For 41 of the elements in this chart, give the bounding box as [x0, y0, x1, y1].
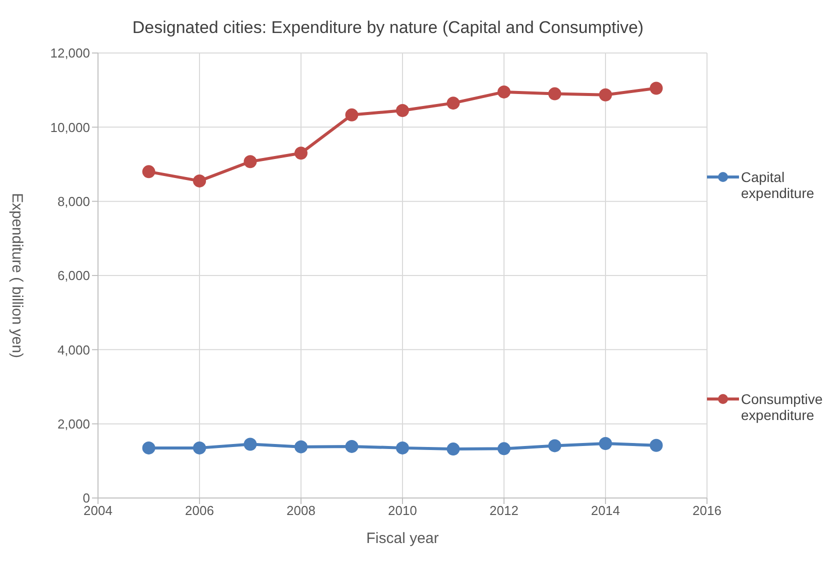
y-tick-label: 6,000: [57, 268, 90, 284]
y-axis-title: Expenditure ( billion yen): [8, 192, 26, 358]
point: [294, 146, 308, 160]
point: [548, 439, 562, 452]
legend-label: Consumptive expenditure: [741, 390, 823, 422]
point: [396, 441, 409, 454]
point: [142, 165, 156, 178]
point: [244, 438, 257, 451]
x-tick-label: 2004: [84, 503, 112, 518]
point: [650, 82, 663, 95]
x-tick-label: 2016: [692, 503, 722, 518]
y-tick-label: 0: [82, 490, 90, 506]
y-tick-label: 12,000: [50, 46, 90, 61]
y-tick-label: 2,000: [57, 416, 90, 432]
point: [650, 438, 663, 452]
y-tick-label: 8,000: [57, 194, 90, 209]
point: [193, 441, 206, 454]
point: [345, 108, 358, 122]
point: [345, 440, 358, 453]
x-tick-label: 2014: [591, 503, 620, 518]
point: [548, 87, 562, 100]
point: [294, 440, 308, 454]
point: [446, 96, 460, 110]
chart-title: Designated cities: Expenditure by nature (Capital and Consumptive): [131, 18, 645, 38]
x-tick-label: 2008: [286, 503, 316, 518]
point: [193, 174, 206, 188]
point: [396, 104, 409, 117]
point: [498, 85, 510, 98]
y-tick-label: 10,000: [50, 120, 90, 135]
point: [599, 436, 612, 450]
point: [142, 441, 156, 454]
x-axis-title: Fiscal year: [366, 530, 439, 547]
point: [446, 442, 460, 456]
legend-label: Capital expenditure: [741, 168, 816, 200]
point: [599, 88, 612, 102]
point: [244, 155, 257, 168]
point: [498, 442, 510, 456]
x-tick-label: 2010: [388, 503, 417, 518]
x-tick-label: 2006: [185, 503, 214, 518]
y-tick-label: 4,000: [57, 342, 90, 358]
x-tick-label: 2012: [490, 503, 518, 518]
